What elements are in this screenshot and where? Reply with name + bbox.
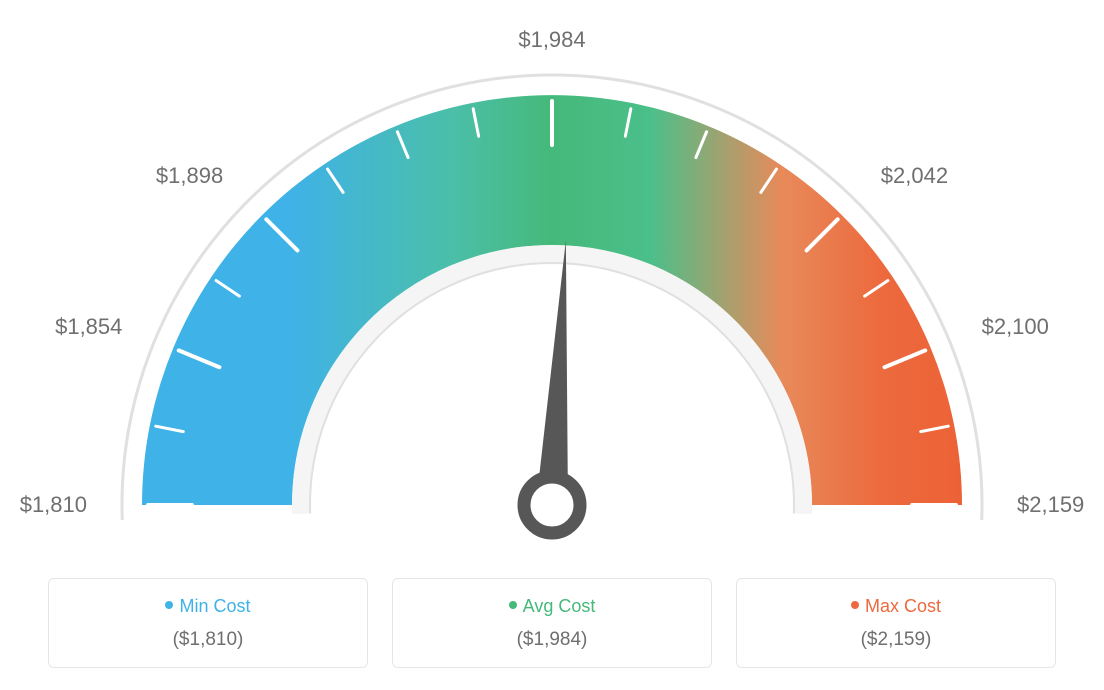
gauge-svg: $1,810 $1,854 $1,898 $1,984 $2,042 $2,100 $2,1…: [0, 0, 1104, 560]
legend-avg-card: Avg Cost ($1,984): [392, 578, 712, 668]
svg-text:$2,159: $2,159: [1017, 492, 1084, 517]
legend-max-title: Max Cost: [747, 597, 1045, 615]
legend-avg-title: Avg Cost: [403, 597, 701, 615]
chart-container: $1,810 $1,854 $1,898 $1,984 $2,042 $2,100 $2,1…: [0, 0, 1104, 690]
svg-text:$1,984: $1,984: [518, 27, 585, 52]
svg-text:$1,854: $1,854: [55, 314, 122, 339]
gauge-area: $1,810 $1,854 $1,898 $1,984 $2,042 $2,100 $2,1…: [0, 0, 1104, 560]
svg-text:$2,042: $2,042: [881, 163, 948, 188]
svg-text:$1,810: $1,810: [20, 492, 87, 517]
legend-min-dot: [165, 601, 173, 609]
legend-max-label: Max Cost: [865, 596, 941, 616]
legend-row: Min Cost ($1,810) Avg Cost ($1,984) Max …: [0, 578, 1104, 668]
legend-min-value: ($1,810): [59, 629, 357, 651]
legend-max-dot: [851, 601, 859, 609]
legend-min-card: Min Cost ($1,810): [48, 578, 368, 668]
legend-min-title: Min Cost: [59, 597, 357, 615]
svg-text:$2,100: $2,100: [982, 314, 1049, 339]
legend-min-label: Min Cost: [179, 596, 250, 616]
legend-avg-dot: [509, 601, 517, 609]
legend-max-value: ($2,159): [747, 629, 1045, 651]
legend-avg-value: ($1,984): [403, 629, 701, 651]
svg-text:$1,898: $1,898: [156, 163, 223, 188]
legend-max-card: Max Cost ($2,159): [736, 578, 1056, 668]
legend-avg-label: Avg Cost: [523, 596, 596, 616]
